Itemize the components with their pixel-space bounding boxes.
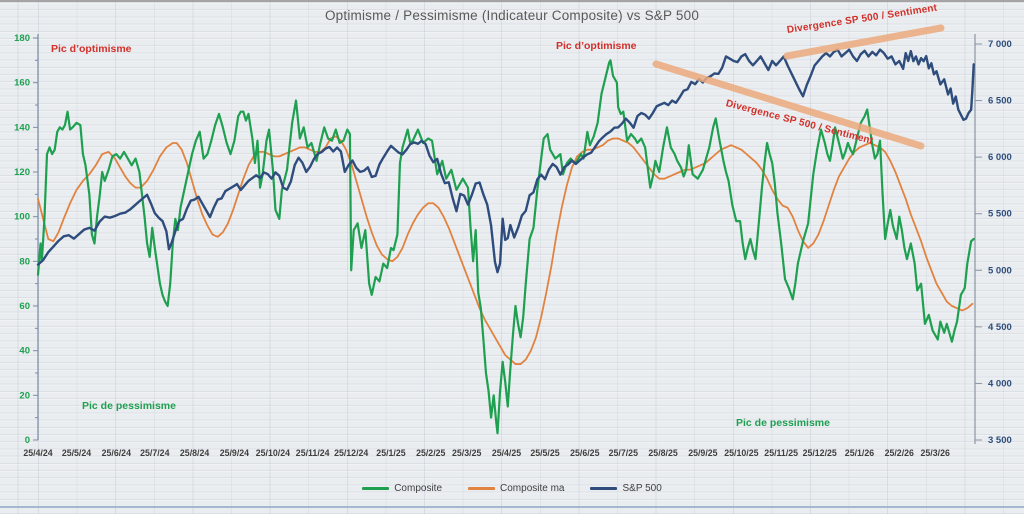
y-axis-right-label: 5 000	[988, 265, 1012, 276]
y-axis-right-label: 5 500	[988, 209, 1012, 220]
x-axis-label: 25/1/26	[845, 448, 874, 458]
x-axis-label: 25/12/24	[334, 448, 368, 458]
divergence-line-top	[783, 24, 945, 60]
x-axis-label: 25/1/25	[376, 448, 405, 458]
y-axis-left-label: 0	[25, 435, 30, 446]
x-axis-label: 25/6/25	[570, 448, 599, 458]
annotation-pic-pessimisme-1: Pic de pessimisme	[82, 400, 176, 412]
x-axis-label: 25/3/26	[921, 448, 950, 458]
annotation-pic-optimisme-1: Pic d’optimisme	[51, 43, 132, 55]
x-axis-label: 25/2/26	[885, 448, 914, 458]
y-axis-left-label: 80	[19, 256, 30, 267]
x-axis-label: 25/3/25	[452, 448, 481, 458]
legend-label-sp500: S&P 500	[622, 483, 662, 494]
annotation-pic-optimisme-2: Pic d’optimisme	[556, 40, 637, 52]
x-axis-label: 25/4/25	[492, 448, 521, 458]
x-axis-label: 25/6/24	[102, 448, 131, 458]
series-composite	[36, 59, 975, 435]
y-axis-right-label: 6 000	[988, 152, 1012, 163]
x-axis-label: 25/8/25	[648, 448, 677, 458]
legend-swatch-sp500	[590, 487, 618, 490]
y-axis-left-label: 60	[19, 301, 30, 312]
y-axis-right-label: 6 500	[988, 96, 1012, 107]
x-axis-label: 25/10/25	[724, 448, 758, 458]
bottom-border	[0, 506, 1024, 508]
legend-item-composite-ma: Composite ma	[468, 483, 564, 494]
x-axis-label: 25/7/25	[609, 448, 638, 458]
x-axis-label: 25/10/24	[256, 448, 290, 458]
y-axis-left-label: 120	[14, 167, 30, 178]
annotation-pic-pessimisme-2: Pic de pessimisme	[736, 417, 830, 429]
y-axis-left-label: 20	[19, 390, 30, 401]
x-axis-label: 25/7/24	[140, 448, 169, 458]
x-axis-label: 25/11/24	[296, 448, 330, 458]
series-s-p-500	[36, 48, 975, 274]
x-axis-label: 25/2/25	[416, 448, 445, 458]
x-axis-label: 25/11/25	[764, 448, 798, 458]
legend-item-sp500: S&P 500	[590, 483, 662, 494]
y-axis-right-label: 3 500	[988, 435, 1012, 446]
y-axis-left-label: 140	[14, 122, 30, 133]
y-axis-right-label: 4 500	[988, 322, 1012, 333]
x-axis-label: 25/4/24	[23, 448, 52, 458]
y-axis-right-label: 7 000	[988, 39, 1012, 50]
top-border	[0, 0, 1024, 2]
y-axis-left-label: 40	[19, 346, 30, 357]
chart-title: Optimisme / Pessimisme (Indicateur Compo…	[324, 8, 700, 23]
x-axis-label: 25/9/24	[220, 448, 249, 458]
x-axis-label: 25/12/25	[803, 448, 837, 458]
legend: Composite Composite ma S&P 500	[0, 483, 1024, 494]
y-axis-left-label: 100	[14, 212, 30, 223]
x-axis-label: 25/8/24	[180, 448, 209, 458]
divergence-line-bottom	[652, 60, 925, 150]
x-axis-label: 25/5/25	[530, 448, 559, 458]
legend-label-composite-ma: Composite ma	[500, 483, 565, 494]
x-axis-label: 25/9/25	[688, 448, 717, 458]
legend-item-composite: Composite	[362, 483, 442, 494]
y-axis-left-label: 160	[14, 78, 30, 89]
x-axis-label: 25/5/24	[62, 448, 91, 458]
y-axis-left-label: 180	[14, 33, 30, 44]
legend-label-composite: Composite	[394, 483, 443, 494]
legend-swatch-composite-ma	[468, 487, 496, 490]
y-axis-right-label: 4 000	[988, 378, 1012, 389]
legend-swatch-composite	[362, 487, 390, 490]
series-composite-ma	[37, 135, 974, 365]
